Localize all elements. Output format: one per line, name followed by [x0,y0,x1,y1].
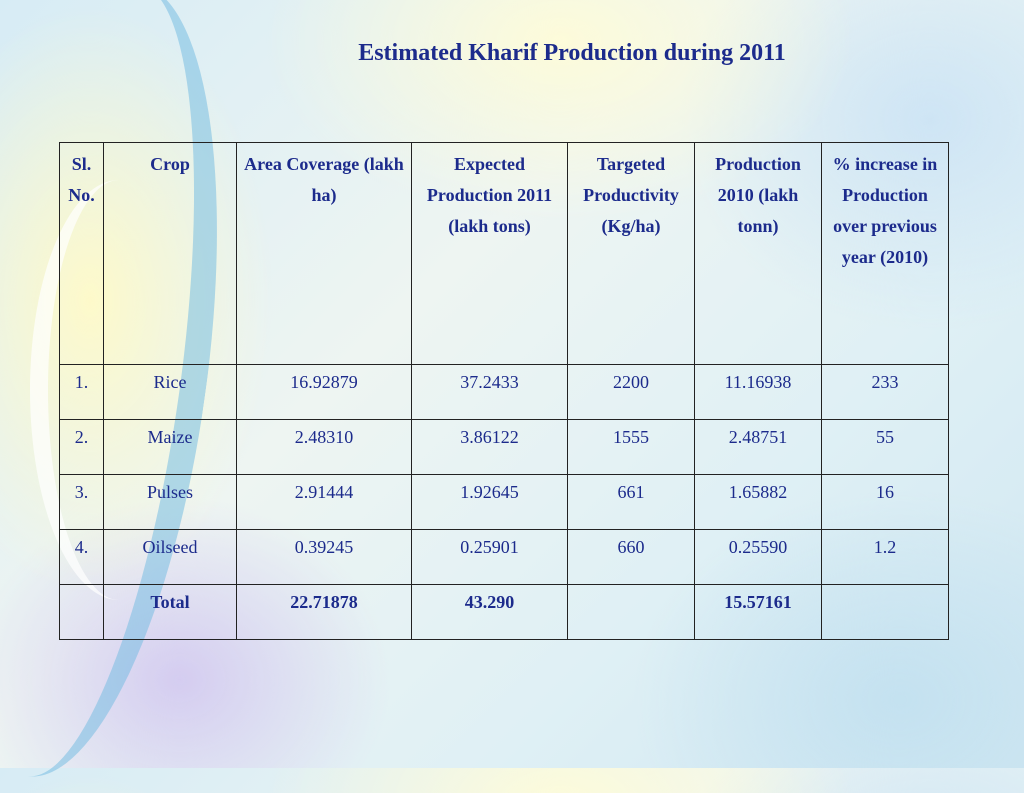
table-total-row: Total 22.71878 43.290 15.57161 [59,584,949,640]
cell-productivity: 1555 [567,419,695,475]
cell-production-2010: 0.25590 [694,529,822,585]
cell-expected: 3.86122 [411,419,568,475]
cell-productivity: 660 [567,529,695,585]
total-productivity [567,584,695,640]
header-sl-no: Sl. No. [59,142,104,365]
cell-production-2010: 11.16938 [694,364,822,420]
table-row: 4. Oilseed 0.39245 0.25901 660 0.25590 1… [59,529,949,585]
table-header-row: Sl. No. Crop Area Coverage (lakh ha) Exp… [59,142,949,365]
header-production-2010: Production 2010 (lakh tonn) [694,142,822,365]
cell-increase: 55 [821,419,949,475]
slide-title: Estimated Kharif Production during 2011 [358,40,786,66]
header-expected-production: Expected Production 2011 (lakh tons) [411,142,568,365]
cell-area: 2.91444 [236,474,412,530]
header-percent-increase: % increase in Production over previous y… [821,142,949,365]
cell-increase: 233 [821,364,949,420]
cell-crop: Pulses [103,474,237,530]
cell-crop: Maize [103,419,237,475]
cell-productivity: 661 [567,474,695,530]
production-table: Sl. No. Crop Area Coverage (lakh ha) Exp… [59,142,949,640]
total-label: Total [103,584,237,640]
cell-production-2010: 2.48751 [694,419,822,475]
table-row: 3. Pulses 2.91444 1.92645 661 1.65882 16 [59,474,949,530]
cell-crop: Oilseed [103,529,237,585]
cell-expected: 37.2433 [411,364,568,420]
cell-increase: 1.2 [821,529,949,585]
cell-production-2010: 1.65882 [694,474,822,530]
cell-increase: 16 [821,474,949,530]
cell-sl-no: 4. [59,529,104,585]
cell-sl-no: 3. [59,474,104,530]
cell-expected: 1.92645 [411,474,568,530]
header-targeted-productivity: Targeted Productivity (Kg/ha) [567,142,695,365]
total-expected: 43.290 [411,584,568,640]
cell-sl-no: 1. [59,364,104,420]
cell-area: 16.92879 [236,364,412,420]
cell-expected: 0.25901 [411,529,568,585]
header-area-coverage: Area Coverage (lakh ha) [236,142,412,365]
table-row: 2. Maize 2.48310 3.86122 1555 2.48751 55 [59,419,949,475]
total-area: 22.71878 [236,584,412,640]
table-row: 1. Rice 16.92879 37.2433 2200 11.16938 2… [59,364,949,420]
total-increase [821,584,949,640]
cell-sl-no: 2. [59,419,104,475]
total-cell-sl-no [59,584,104,640]
header-crop: Crop [103,142,237,365]
cell-area: 0.39245 [236,529,412,585]
cell-crop: Rice [103,364,237,420]
cell-productivity: 2200 [567,364,695,420]
cell-area: 2.48310 [236,419,412,475]
total-production-2010: 15.57161 [694,584,822,640]
